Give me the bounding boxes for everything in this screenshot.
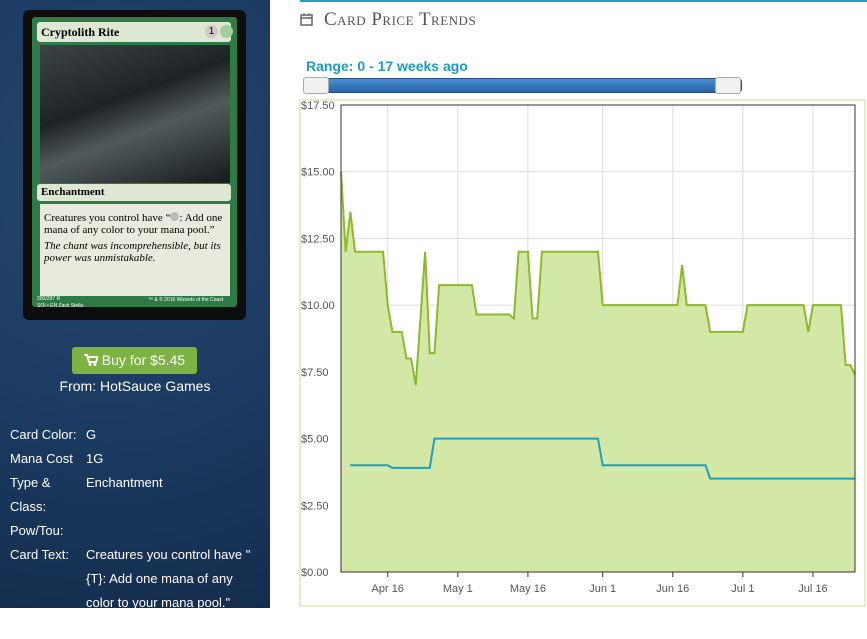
flavor-text: The chant was incomprehensible, but its … xyxy=(44,240,221,264)
x-tick-label: May 16 xyxy=(510,583,546,595)
range-label: Range: 0 - 17 weeks ago xyxy=(306,58,468,74)
artist: Zack Stella xyxy=(58,303,84,309)
detail-value: G xyxy=(86,427,97,442)
y-tick-label: $0.00 xyxy=(301,567,329,579)
y-tick-label: $17.50 xyxy=(301,100,335,112)
x-tick-label: Jun 1 xyxy=(589,583,616,595)
x-tick-label: Jun 16 xyxy=(656,583,689,595)
y-tick-label: $15.00 xyxy=(301,167,335,179)
seller: From: HotSauce Games xyxy=(59,378,211,394)
x-tick-label: Jul 16 xyxy=(798,583,827,595)
y-tick-label: $7.50 xyxy=(301,367,329,379)
range-slider[interactable] xyxy=(303,77,742,94)
area xyxy=(341,171,855,572)
copyright: ™ & © 2016 Wizards of the Coast xyxy=(148,297,224,303)
mana-symbol-green xyxy=(220,25,233,38)
detail-row: Card Text: Creatures you control have "{T… xyxy=(10,543,270,615)
card-image: Cryptolith Rite 1 Enchantment Creatures … xyxy=(23,10,246,320)
page-title: Card Price Trends xyxy=(324,9,477,30)
cart-icon xyxy=(83,354,100,366)
detail-row: Mana Cost 1G xyxy=(10,447,270,471)
card-panel: Cryptolith Rite 1 Enchantment Creatures … xyxy=(0,0,270,634)
detail-row: Card Color: G xyxy=(10,423,270,447)
detail-row: Type & Class: Enchantment xyxy=(10,471,270,519)
card-art xyxy=(40,45,230,183)
x-tick-label: Apr 16 xyxy=(372,583,404,595)
y-tick-label: $10.00 xyxy=(301,300,335,312)
y-tick-label: $12.50 xyxy=(301,233,335,245)
detail-label: Flavor Text: xyxy=(10,619,77,634)
details: Card Color: G Mana Cost 1G Type & Class: Ench… xyxy=(10,423,270,639)
buy-button[interactable]: Buy for $5.45 xyxy=(72,347,197,374)
rules-text: Creatures you control have “ xyxy=(44,212,171,224)
detail-row: Flavor Text: The chant was xyxy=(10,615,270,639)
text-box: Creatures you control have “: Add one ma… xyxy=(40,204,230,296)
detail-label: Type & Class: xyxy=(10,475,51,514)
header-rule xyxy=(300,0,867,2)
detail-label: Mana Cost xyxy=(10,451,73,466)
page: Cryptolith Rite 1 Enchantment Creatures … xyxy=(0,0,867,608)
card-footer: 200/297 R SOI • EN Zack Stella xyxy=(37,296,83,310)
buy-label: Buy for $5.45 xyxy=(101,352,186,368)
type-line: Enchantment xyxy=(37,184,231,201)
set-line: SOI • EN xyxy=(37,303,58,309)
tap-symbol xyxy=(170,212,180,221)
detail-value: Creatures you control have "{T}: Add one… xyxy=(86,547,251,610)
detail-label: Card Color: xyxy=(10,427,77,442)
x-tick-label: May 1 xyxy=(443,583,473,595)
x-tick-label: Jul 1 xyxy=(731,583,754,595)
line xyxy=(350,437,855,480)
card-name: Cryptolith Rite xyxy=(37,22,231,42)
chart: $0.00 $2.50 $5.00 $7.50 $10.00 $12.50 $15.00 $1… xyxy=(299,99,866,607)
collector: 200/297 R xyxy=(37,296,61,302)
plot-border xyxy=(340,104,856,573)
mana-symbol: 1 xyxy=(205,25,218,38)
line xyxy=(340,171,856,386)
rules-text: : Add one mana of any color to your mana… xyxy=(44,212,223,236)
detail-value: Enchantment xyxy=(86,475,163,490)
detail-value: 1G xyxy=(86,451,104,466)
detail-value: The chant was xyxy=(86,619,171,634)
detail-label: Pow/Tou: xyxy=(10,523,64,538)
slider-handle[interactable] xyxy=(303,77,329,94)
detail-row: Pow/Tou: xyxy=(10,519,270,543)
slider-handle[interactable] xyxy=(715,77,741,94)
calendar-icon xyxy=(300,13,313,26)
detail-label: Card Text: xyxy=(10,547,70,562)
y-tick-label: $2.50 xyxy=(301,500,329,512)
y-tick-label: $5.00 xyxy=(301,434,329,446)
